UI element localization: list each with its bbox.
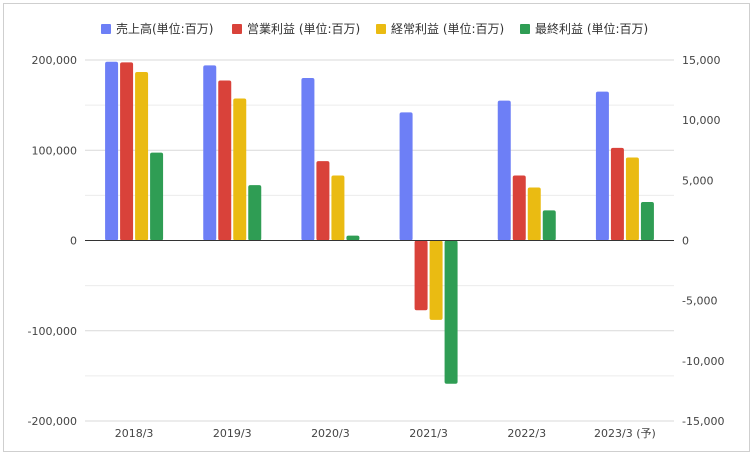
bar-1: [497, 100, 511, 241]
legend-label: 経常利益 (単位:百万): [391, 21, 504, 36]
left-axis-tick-label: -200,000: [28, 415, 77, 428]
right-axis-tick-label: -15,000: [682, 415, 724, 428]
legend-swatch: [376, 24, 386, 34]
bar-3: [331, 175, 345, 241]
right-axis-tick-label: 10,000: [682, 114, 721, 127]
left-axis-tick-label: -100,000: [28, 325, 77, 338]
bar-4: [248, 185, 262, 241]
left-axis-tick-label: 100,000: [32, 144, 78, 157]
bar-2: [610, 147, 624, 241]
legend-label: 最終利益 (単位:百万): [535, 21, 648, 36]
gridlines: [85, 59, 674, 422]
bar-3: [135, 72, 149, 241]
right-axis-tick-label: -10,000: [682, 355, 724, 368]
bar-3: [527, 187, 541, 241]
category-label: 2021/3: [409, 427, 448, 440]
right-axis-tick-label: 5,000: [682, 174, 714, 187]
bar-4: [542, 210, 556, 241]
bar-4: [444, 240, 458, 384]
legend-swatch: [520, 24, 530, 34]
legend-label: 売上高(単位:百万): [116, 21, 213, 36]
category-label: 2022/3: [507, 427, 546, 440]
bar-4: [640, 201, 654, 241]
category-label: 2020/3: [311, 427, 350, 440]
category-label: 2023/3 (予): [594, 427, 656, 440]
bar-4: [346, 235, 360, 241]
bar-4: [150, 152, 164, 241]
bar-3: [233, 98, 247, 241]
bar-2: [414, 240, 428, 311]
bar-2: [218, 80, 232, 241]
category-label: 2018/3: [115, 427, 154, 440]
right-axis-tick-label: 15,000: [682, 54, 721, 67]
bar-2: [512, 175, 526, 241]
bar-2: [316, 161, 330, 241]
bar-1: [203, 65, 217, 241]
legend-label: 営業利益 (単位:百万): [247, 21, 360, 36]
bar-2: [120, 62, 134, 241]
left-axis-tick-label: 0: [70, 235, 77, 248]
bar-1: [105, 61, 119, 241]
right-axis-tick-label: -5,000: [682, 295, 717, 308]
legend-swatch: [101, 24, 111, 34]
bar-1: [301, 78, 315, 241]
left-axis-tick-label: 200,000: [32, 54, 78, 67]
bar-3: [429, 240, 443, 320]
bar-3: [625, 157, 639, 241]
bar-1: [595, 91, 609, 241]
bar-1: [399, 112, 413, 241]
right-axis-tick-label: 0: [682, 235, 689, 248]
legend-swatch: [232, 24, 242, 34]
category-label: 2019/3: [213, 427, 252, 440]
